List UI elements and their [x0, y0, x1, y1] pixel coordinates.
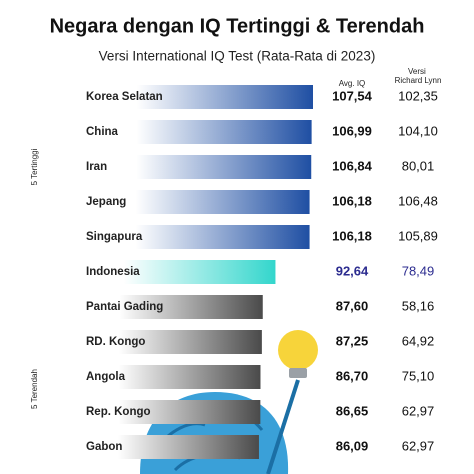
- value-label: 86,09: [336, 438, 369, 453]
- value-label: 86,65: [336, 403, 369, 418]
- category-label: Indonesia: [86, 266, 140, 278]
- category-label: Korea Selatan: [86, 91, 163, 103]
- bar: [42, 190, 310, 214]
- chart-subtitle: Versi International IQ Test (Rata-Rata d…: [99, 49, 376, 64]
- value-label: 87,60: [336, 298, 369, 313]
- value-label: 106,84: [332, 158, 373, 173]
- value-label: 75,10: [402, 368, 435, 383]
- bar: [42, 400, 261, 424]
- bar: [42, 260, 276, 284]
- group-label: 5 Tertinggi: [30, 148, 39, 185]
- value-label: 107,54: [332, 88, 373, 103]
- bar: [42, 330, 262, 354]
- category-label: Angola: [86, 371, 126, 383]
- value-label: 86,70: [336, 368, 369, 383]
- value-label: 106,18: [332, 193, 372, 208]
- value-label: 106,99: [332, 123, 372, 138]
- value-label: 64,92: [402, 333, 435, 348]
- category-label: RD. Kongo: [86, 336, 145, 348]
- value-label: 78,49: [402, 263, 435, 278]
- value-label: 105,89: [398, 228, 438, 243]
- value-label: 80,01: [402, 158, 435, 173]
- category-label: Gabon: [86, 441, 122, 453]
- category-label: Rep. Kongo: [86, 406, 151, 418]
- bar: [42, 85, 313, 109]
- value-label: 102,35: [398, 88, 438, 103]
- category-label: Singapura: [86, 231, 143, 243]
- value-label: 87,25: [336, 333, 369, 348]
- category-label: China: [86, 126, 119, 138]
- column-header: Avg. IQ: [339, 79, 366, 88]
- value-label: 106,48: [398, 193, 438, 208]
- bar: [42, 155, 312, 179]
- column-header: Versi Richard Lynn: [395, 67, 442, 85]
- bar: [42, 365, 261, 389]
- category-label: Pantai Gading: [86, 301, 163, 313]
- category-label: Jepang: [86, 196, 126, 208]
- bar: [42, 435, 259, 459]
- chart-title: Negara dengan IQ Tertinggi & Terendah: [50, 15, 425, 37]
- bar: [42, 225, 310, 249]
- value-label: 106,18: [332, 228, 372, 243]
- bar: [42, 120, 312, 144]
- value-label: 62,97: [402, 438, 435, 453]
- bar: [42, 295, 263, 319]
- value-label: 104,10: [398, 123, 438, 138]
- value-label: 92,64: [336, 263, 369, 278]
- value-label: 58,16: [402, 298, 435, 313]
- value-label: 62,97: [402, 403, 435, 418]
- category-label: Iran: [86, 161, 107, 173]
- group-label: 5 Terendah: [30, 369, 39, 409]
